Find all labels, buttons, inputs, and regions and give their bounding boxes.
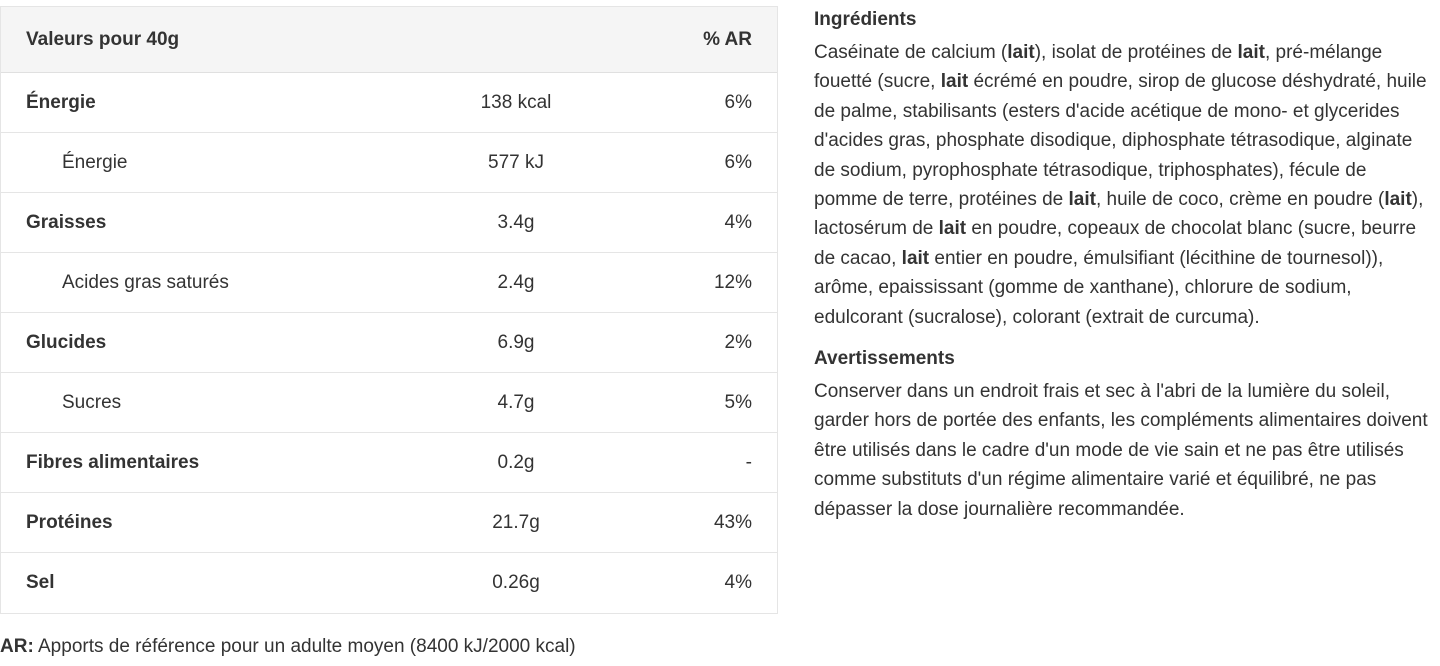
nutrition-row: Sel 0.26g 4% (1, 553, 777, 613)
nutrition-table: Valeurs pour 40g % AR Énergie 138 kcal 6% É… (0, 6, 778, 614)
nutrient-pct-ar: 5% (724, 391, 752, 413)
allergen-highlight: lait (1068, 189, 1096, 211)
warnings-text: Conserver dans un endroit frais et sec à… (814, 381, 1428, 520)
nutrition-row: Glucides 6.9g 2% (1, 313, 777, 373)
product-details: Ingrédients Caséinate de calcium (lait),… (814, 9, 1430, 524)
nutrition-row: Énergie 138 kcal 6% (1, 73, 777, 133)
allergen-highlight: lait (901, 247, 930, 269)
allergen-highlight: lait (938, 218, 967, 240)
nutrition-row: Protéines 21.7g 43% (1, 493, 777, 553)
nutrition-table-header: Valeurs pour 40g % AR (1, 7, 777, 73)
ingredients-segment: , huile de coco, crème en poudre ( (1095, 189, 1385, 211)
nutrient-name: Protéines (26, 511, 113, 533)
nutrient-value: 138 kcal (480, 91, 552, 113)
nutrient-pct-ar: 6% (724, 91, 752, 113)
nutrient-pct-ar: 43% (713, 511, 752, 533)
nutrient-value: 577 kJ (488, 151, 544, 173)
ingredients-segment: Caséinate de calcium ( (814, 42, 1008, 63)
ingredients-segment: écrémé en poudre, sirop de glucose déshy… (814, 71, 1427, 211)
nutrient-name: Acides gras saturés (62, 271, 229, 293)
ingredients-segment: , pré-mélange fouetté (sucre, (814, 42, 1383, 93)
nutrient-name: Fibres alimentaires (26, 451, 200, 473)
nutrient-pct-ar: 4% (724, 211, 752, 233)
ingredients-section: Ingrédients Caséinate de calcium (lait),… (814, 9, 1430, 332)
warnings-section: Avertissements Conserver dans un endroit… (814, 348, 1430, 524)
nutrition-row: Énergie 577 kJ 6% (1, 133, 777, 193)
allergen-highlight: lait (1237, 42, 1265, 63)
nutrient-name: Énergie (26, 91, 96, 113)
footnote-text: Apports de référence pour un adulte moye… (33, 636, 576, 657)
nutrition-row: Sucres 4.7g 5% (1, 373, 777, 433)
ingredients-segment: ), lactosérum de (814, 189, 1424, 240)
nutrient-value: 0.2g (497, 451, 535, 473)
ingredients-segment: entier en poudre, émulsifiant (lécithine… (814, 247, 1384, 328)
nutrient-pct-ar: - (745, 451, 752, 473)
nutrient-name: Sucres (62, 391, 122, 413)
nutrient-name: Sel (26, 572, 55, 593)
ingredients-title: Ingrédients (814, 9, 917, 30)
nutrient-value: 3.4g (497, 211, 535, 233)
nutrition-row: Graisses 3.4g 4% (1, 193, 777, 253)
nutrient-value: 0.26g (492, 572, 540, 593)
header-serving-label: Valeurs pour 40g (26, 28, 180, 50)
nutrient-value: 21.7g (492, 511, 540, 533)
ingredients-segment: ), isolat de protéines de (1034, 42, 1238, 63)
nutrient-pct-ar: 2% (724, 331, 752, 353)
ingredients-text: Caséinate de calcium (lait), isolat de p… (814, 38, 1430, 332)
allergen-highlight: lait (1007, 42, 1035, 63)
nutrient-pct-ar: 12% (713, 271, 752, 293)
allergen-highlight: lait (940, 71, 969, 93)
nutrient-name: Graisses (26, 211, 107, 233)
header-pct-ar: % AR (703, 28, 752, 50)
allergen-highlight: lait (1384, 189, 1412, 211)
nutrient-pct-ar: 6% (724, 151, 752, 173)
nutrition-row: Fibres alimentaires 0.2g - (1, 433, 777, 493)
ingredients-segment: en poudre, copeaux de chocolat blanc (su… (814, 218, 1417, 269)
nutrient-value: 4.7g (497, 391, 535, 413)
warnings-title: Avertissements (814, 348, 955, 370)
ar-footnote: AR: Apports de référence pour un adulte … (0, 636, 576, 658)
nutrient-value: 6.9g (497, 331, 535, 353)
nutrient-name: Glucides (26, 331, 107, 353)
nutrient-name: Énergie (62, 151, 128, 173)
nutrient-pct-ar: 4% (724, 572, 752, 593)
nutrition-row: Acides gras saturés 2.4g 12% (1, 253, 777, 313)
footnote-abbr: AR: (0, 636, 34, 657)
nutrient-value: 2.4g (497, 271, 535, 293)
